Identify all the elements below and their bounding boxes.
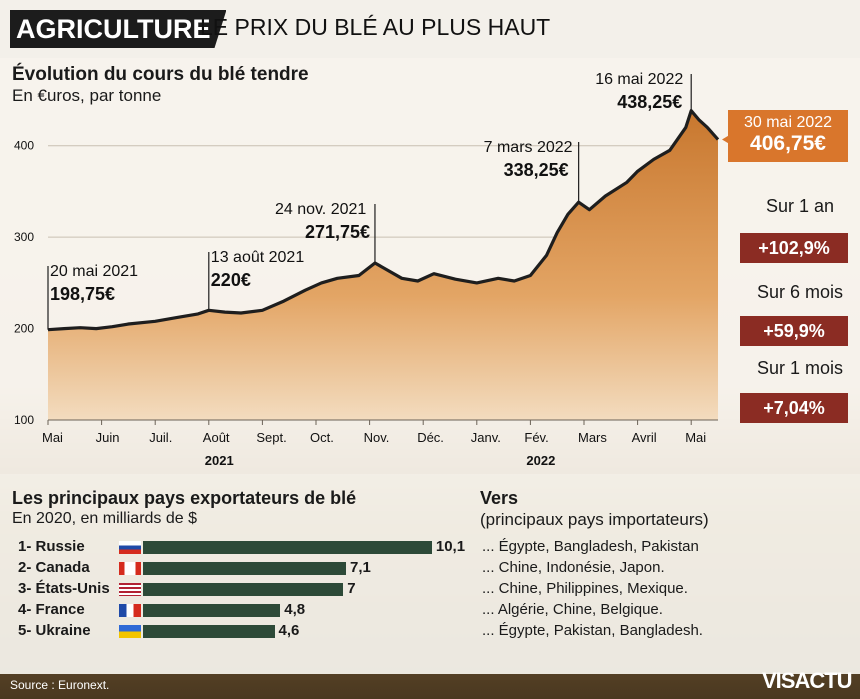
annotation-date: 20 mai 2021 [50,263,138,280]
exporters-subtitle: En 2020, en milliards de $ [12,510,197,527]
x-tick-label: Août [203,430,230,445]
y-tick-label: 400 [14,139,34,153]
y-tick-label: 200 [14,322,34,336]
change-value-6m: +59,9% [740,316,848,346]
x-tick-label: Janv. [471,430,501,445]
exporter-name: 2- Canada [18,559,90,576]
change-label-1y: Sur 1 an [765,196,835,216]
annotation-date: 16 mai 2022 [595,71,683,88]
source-note: Source : Euronext. [10,678,110,692]
y-tick-label: 100 [14,413,34,427]
exporter-destinations: ... Algérie, Chine, Belgique. [482,601,663,618]
annotation-value: 271,75€ [305,222,370,242]
exporter-value: 4,8 [284,601,306,618]
annotation-date: 7 mars 2022 [484,139,573,156]
x-tick-label: Sept. [256,430,286,445]
exporter-bar [143,562,347,575]
price-chart: 100 200 300 400 Mai Juin Juil. Août Sept. Oct. No… [14,71,732,468]
x-tick-label: Avril [632,430,657,445]
chart-title: Évolution du cours du blé tendre [12,64,309,85]
annotation-value: 438,25€ [617,92,682,112]
exporter-destinations: ... Égypte, Pakistan, Bangladesh. [482,622,703,639]
annotation-value: 198,75€ [50,284,115,304]
exporter-name: 3- États-Unis [18,580,110,597]
chart-subtitle: En €uros, par tonne [12,86,162,105]
exporter-destinations: ... Chine, Philippines, Mexique. [482,580,688,597]
x-tick-label: Déc. [417,430,444,445]
section-tag: AGRICULTURE [10,10,226,48]
change-label-1m: Sur 1 mois [756,358,844,378]
x-tick-label: Fév. [524,430,548,445]
exporter-bar [143,604,281,617]
exporters-title: Les principaux pays exportateurs de blé [12,488,357,508]
headline: LE PRIX DU BLÉ AU PLUS HAUT [200,14,551,40]
price-line [47,109,720,332]
annotation-date: 13 août 2021 [211,249,305,266]
x-tick-label: Juil. [149,430,172,445]
exporter-name: 5- Ukraine [18,622,91,639]
last-price-box: 30 mai 2022 406,75€ [728,110,848,162]
flag-icon [119,625,141,638]
exporter-bar [143,541,432,554]
y-tick-label: 300 [14,230,34,244]
exporter-value: 7,1 [350,559,371,576]
exporter-value: 10,1 [435,538,466,555]
exporter-value: 4,6 [278,622,300,639]
exporter-value: 7 [347,580,356,597]
x-tick-label: Mai [685,430,706,445]
exporter-destinations: ... Égypte, Bangladesh, Pakistan [482,538,699,555]
year-label: 2022 [526,453,555,468]
x-tick-label: Juin [96,430,120,445]
exporter-name: 1- Russie [18,538,85,555]
annotation-value: 220€ [211,270,251,290]
destinations-subtitle: (principaux pays importateurs) [480,510,709,529]
annotation-date: 24 nov. 2021 [275,201,366,218]
change-value-1m: +7,04% [740,393,848,423]
annotation-value: 338,25€ [504,160,569,180]
x-tick-label: Oct. [310,430,334,445]
x-tick-label: Mai [42,430,63,445]
exporter-name: 4- France [18,601,85,618]
year-label: 2021 [205,453,234,468]
brand-logo: VISACTU [762,668,853,693]
flag-icon [119,541,141,554]
flag-icon [119,562,141,575]
destinations-title: Vers [480,488,519,508]
price-area [48,110,718,420]
flag-icon [119,583,141,596]
change-label-6m: Sur 6 mois [756,282,844,302]
x-tick-label: Nov. [364,430,390,445]
x-tick-label: Mars [578,430,607,445]
flag-icon [119,604,141,617]
last-price-date: 30 mai 2022 [743,114,833,131]
last-price-value: 406,75€ [750,132,826,155]
exporter-bar [143,583,344,596]
change-value-1y: +102,9% [740,233,848,263]
exporter-bar [143,625,275,638]
exporter-destinations: ... Chine, Indonésie, Japon. [482,559,665,576]
